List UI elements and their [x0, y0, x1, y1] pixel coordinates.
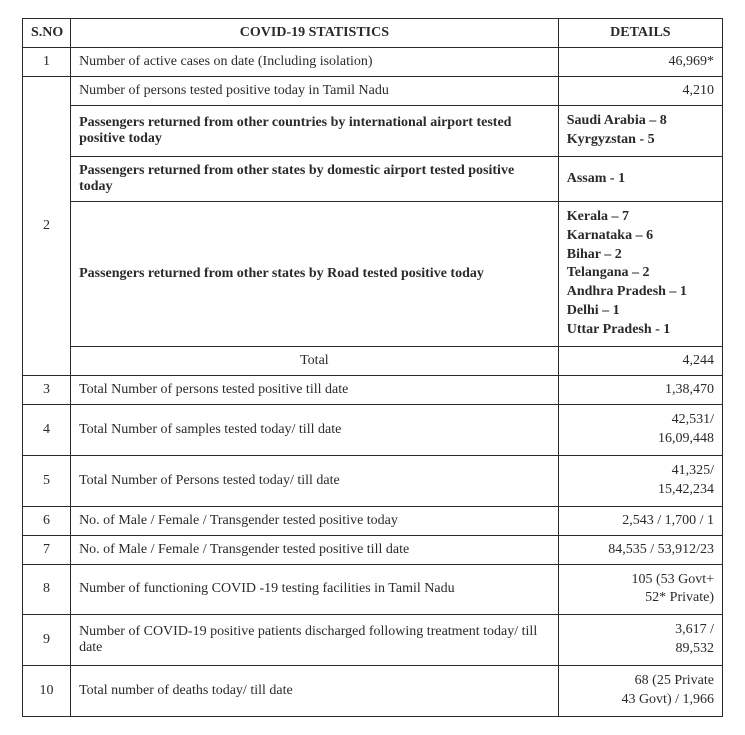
- cell-sno: 3: [23, 376, 71, 405]
- table-row: 6 No. of Male / Female / Transgender tes…: [23, 506, 723, 535]
- cell-stat: No. of Male / Female / Transgender teste…: [71, 506, 559, 535]
- cell-det: 68 (25 Private 43 Govt) / 1,966: [558, 666, 722, 717]
- table-row: 10 Total number of deaths today/ till da…: [23, 666, 723, 717]
- header-sno: S.NO: [23, 19, 71, 48]
- cell-stat: Total Number of persons tested positive …: [71, 376, 559, 405]
- cell-sno: 10: [23, 666, 71, 717]
- cell-det: 46,969*: [558, 48, 722, 77]
- table-row: 4 Total Number of samples tested today/ …: [23, 405, 723, 456]
- cell-stat: Passengers returned from other states by…: [71, 201, 559, 346]
- cell-sno: 8: [23, 564, 71, 615]
- cell-sno: 9: [23, 615, 71, 666]
- cell-sno: 5: [23, 455, 71, 506]
- cell-stat: Number of functioning COVID -19 testing …: [71, 564, 559, 615]
- cell-sno: 6: [23, 506, 71, 535]
- cell-stat: Number of active cases on date (Includin…: [71, 48, 559, 77]
- cell-sno: 4: [23, 405, 71, 456]
- cell-stat: Number of persons tested positive today …: [71, 77, 559, 106]
- cell-det: Kerala – 7 Karnataka – 6 Bihar – 2 Telan…: [558, 201, 722, 346]
- cell-stat: Total: [71, 347, 559, 376]
- covid-stats-table: S.NO COVID-19 STATISTICS DETAILS 1 Numbe…: [22, 18, 723, 717]
- table-row: Total 4,244: [23, 347, 723, 376]
- table-header: S.NO COVID-19 STATISTICS DETAILS: [23, 19, 723, 48]
- cell-det: Assam - 1: [558, 156, 722, 201]
- cell-det: 4,244: [558, 347, 722, 376]
- cell-stat: Total Number of samples tested today/ ti…: [71, 405, 559, 456]
- cell-stat: Total Number of Persons tested today/ ti…: [71, 455, 559, 506]
- cell-sno: 2: [23, 77, 71, 376]
- table-row: 2 Number of persons tested positive toda…: [23, 77, 723, 106]
- cell-stat: No. of Male / Female / Transgender teste…: [71, 535, 559, 564]
- cell-det: 105 (53 Govt+ 52* Private): [558, 564, 722, 615]
- cell-det: 3,617 / 89,532: [558, 615, 722, 666]
- table-row: 1 Number of active cases on date (Includ…: [23, 48, 723, 77]
- cell-det: 84,535 / 53,912/23: [558, 535, 722, 564]
- header-details: DETAILS: [558, 19, 722, 48]
- table-row: 8 Number of functioning COVID -19 testin…: [23, 564, 723, 615]
- cell-det: 42,531/ 16,09,448: [558, 405, 722, 456]
- cell-det: 4,210: [558, 77, 722, 106]
- page-container: S.NO COVID-19 STATISTICS DETAILS 1 Numbe…: [0, 0, 745, 735]
- cell-det: 1,38,470: [558, 376, 722, 405]
- table-row: 9 Number of COVID-19 positive patients d…: [23, 615, 723, 666]
- cell-stat: Passengers returned from other countries…: [71, 106, 559, 157]
- table-row: Passengers returned from other countries…: [23, 106, 723, 157]
- table-row: 7 No. of Male / Female / Transgender tes…: [23, 535, 723, 564]
- header-statistics: COVID-19 STATISTICS: [71, 19, 559, 48]
- cell-stat: Total number of deaths today/ till date: [71, 666, 559, 717]
- cell-sno: 7: [23, 535, 71, 564]
- cell-stat: Passengers returned from other states by…: [71, 156, 559, 201]
- table-body: 1 Number of active cases on date (Includ…: [23, 48, 723, 717]
- table-row: Passengers returned from other states by…: [23, 156, 723, 201]
- table-row: 3 Total Number of persons tested positiv…: [23, 376, 723, 405]
- cell-det: 41,325/ 15,42,234: [558, 455, 722, 506]
- cell-det: 2,543 / 1,700 / 1: [558, 506, 722, 535]
- cell-stat: Number of COVID-19 positive patients dis…: [71, 615, 559, 666]
- header-row: S.NO COVID-19 STATISTICS DETAILS: [23, 19, 723, 48]
- table-row: Passengers returned from other states by…: [23, 201, 723, 346]
- table-row: 5 Total Number of Persons tested today/ …: [23, 455, 723, 506]
- cell-det: Saudi Arabia – 8 Kyrgyzstan - 5: [558, 106, 722, 157]
- cell-sno: 1: [23, 48, 71, 77]
